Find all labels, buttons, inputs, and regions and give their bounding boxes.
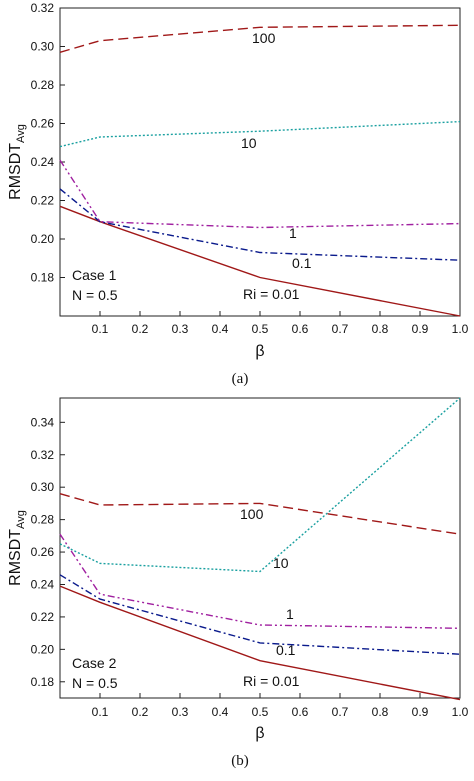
y-tick-label: 0.24 [31, 577, 55, 591]
x-tick-label: 0.9 [412, 322, 429, 336]
series-line-0.1 [59, 574, 461, 655]
series-label: 0.1 [276, 642, 296, 658]
y-tick-label: 0.18 [31, 675, 55, 689]
series-line-1 [59, 159, 461, 229]
x-tick-label: 0.6 [292, 705, 309, 719]
series-line-0.1 [59, 188, 461, 261]
y-tick-label: 0.26 [31, 545, 55, 559]
x-tick-label: 0.3 [172, 322, 189, 336]
y-tick-label: 0.28 [31, 513, 55, 527]
series-label: 10 [273, 555, 289, 571]
y-axis-label: RMSDTAvg [7, 124, 27, 200]
chart-panel-a: 0.1 0.2 0.3 0.4 0.5 0.6 0.7 0.8 0.9 1.0 0.18 0.20 0.… [7, 1, 469, 387]
plot-frame [59, 397, 461, 699]
y-tick-label: 0.20 [31, 642, 55, 656]
x-tick-label: 1.0 [452, 705, 469, 719]
series-line-1 [59, 533, 461, 629]
y-axis-label-subscript: Avg [15, 510, 27, 529]
series-line-100 [59, 24, 461, 53]
y-tick-label: 0.32 [31, 448, 55, 462]
y-tick-label: 0.22 [31, 610, 55, 624]
series-label: 1 [289, 225, 297, 241]
x-tick-label: 0.7 [332, 322, 349, 336]
panel-caption: (b) [231, 753, 249, 769]
x-tick-label: 0.9 [412, 705, 429, 719]
case-annotation: Case 1 [72, 267, 117, 283]
y-axis-label-main: RMSDT [7, 143, 24, 200]
x-tick-label: 0.2 [132, 705, 149, 719]
x-tick-label: 0.2 [132, 322, 149, 336]
series-label: 100 [252, 30, 276, 46]
case-annotation: Case 2 [72, 655, 117, 671]
y-tick-label: 0.28 [31, 78, 55, 92]
y-axis-label: RMSDTAvg [7, 510, 27, 586]
y-tick-label: 0.30 [31, 480, 55, 494]
x-tick-label: 0.4 [212, 322, 229, 336]
y-tick-label: 0.22 [31, 194, 55, 208]
series-line-10 [59, 397, 461, 573]
series-label: Ri = 0.01 [243, 286, 300, 302]
x-tick-label: 1.0 [452, 322, 469, 336]
y-axis-label-subscript: Avg [15, 124, 27, 143]
y-tick-label: 0.20 [31, 232, 55, 246]
series-label: 0.1 [292, 255, 312, 271]
x-tick-label: 0.8 [372, 322, 389, 336]
x-tick-label: 0.1 [92, 322, 109, 336]
series-line-100 [59, 493, 461, 535]
series-line-ri-0.01 [59, 585, 461, 701]
y-tick-label: 0.30 [31, 40, 55, 54]
y-tick-label: 0.32 [31, 1, 55, 15]
x-tick-label: 0.1 [92, 705, 109, 719]
y-tick-label: 0.34 [31, 415, 55, 429]
x-tick-label: 0.5 [252, 705, 269, 719]
y-tick-label: 0.26 [31, 117, 55, 131]
x-tick-label: 0.6 [292, 322, 309, 336]
series-line-10 [59, 120, 461, 148]
case-annotation: N = 0.5 [72, 287, 118, 303]
y-tick-label: 0.18 [31, 271, 55, 285]
y-tick-label: 0.24 [31, 155, 55, 169]
x-tick-label: 0.3 [172, 705, 189, 719]
x-axis-label: β [255, 343, 264, 360]
series-line-ri-0.01 [59, 205, 461, 317]
panel-caption: (a) [232, 371, 249, 387]
x-tick-label: 0.8 [372, 705, 389, 719]
case-annotation: N = 0.5 [72, 675, 118, 691]
series-label: 100 [240, 506, 264, 522]
series-label: Ri = 0.01 [243, 673, 300, 689]
x-axis-label: β [255, 725, 264, 742]
series-label: 10 [241, 135, 257, 151]
y-axis-label-main: RMSDT [7, 529, 24, 586]
plot-frame [59, 7, 461, 317]
x-tick-label: 0.5 [252, 322, 269, 336]
x-tick-label: 0.4 [212, 705, 229, 719]
chart-panel-b: 0.1 0.2 0.3 0.4 0.5 0.6 0.7 0.8 0.9 1.0 0.18 0.20 0.… [7, 397, 469, 769]
x-tick-label: 0.7 [332, 705, 349, 719]
series-label: 1 [286, 606, 294, 622]
